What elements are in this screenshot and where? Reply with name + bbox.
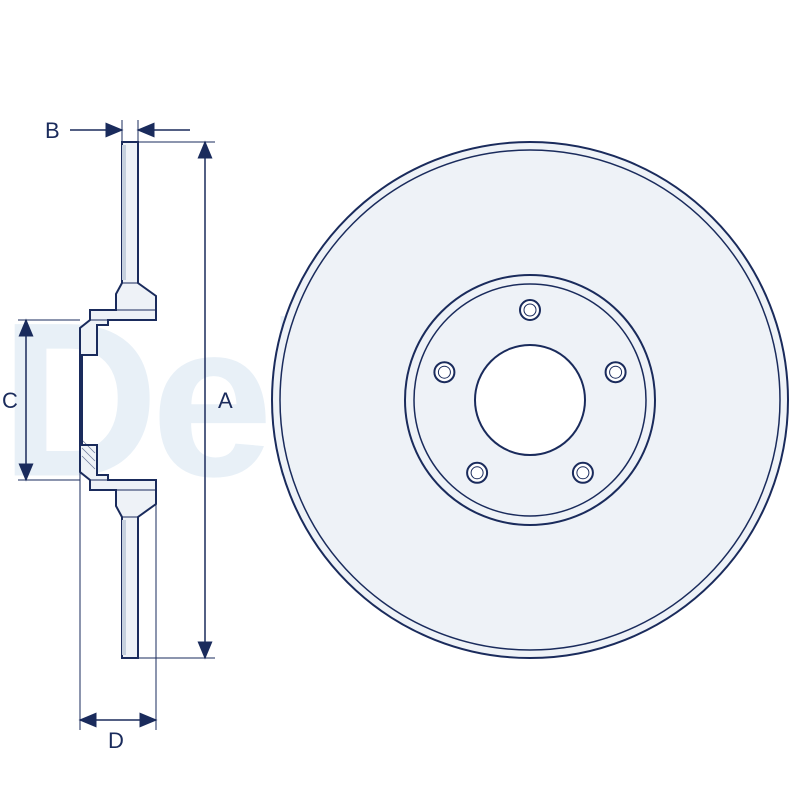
label-D: D — [108, 728, 124, 753]
brake-disc-diagram: A B C D — [0, 0, 800, 800]
dimension-B: B — [45, 118, 190, 143]
label-B: B — [45, 118, 60, 143]
dimension-D: D — [80, 472, 156, 753]
label-C: C — [2, 388, 18, 413]
side-view — [80, 142, 156, 658]
dimension-A: A — [138, 142, 233, 658]
front-view — [272, 142, 788, 658]
dimension-C: C — [2, 320, 80, 480]
label-A: A — [218, 388, 233, 413]
